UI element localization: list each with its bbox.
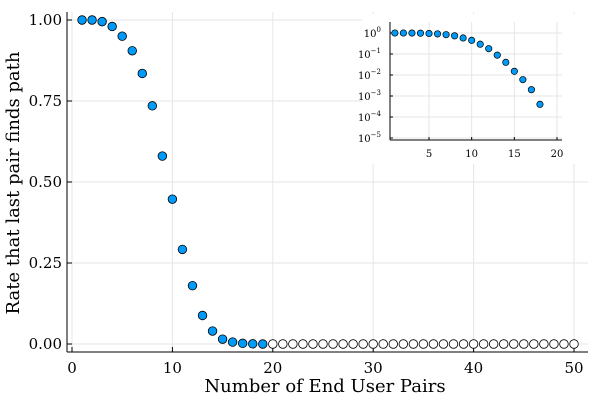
main-x-tick-label: 10 bbox=[163, 359, 182, 377]
inset-data-point bbox=[468, 36, 476, 44]
main-data-point-hollow bbox=[458, 339, 469, 349]
main-data-point bbox=[107, 21, 117, 32]
main-data-point-hollow bbox=[438, 339, 449, 349]
inset-data-point bbox=[433, 30, 442, 38]
inset-data-point bbox=[527, 86, 535, 94]
inset-x-tick-label: 20 bbox=[551, 149, 564, 160]
inset-data-point bbox=[391, 29, 399, 37]
inset-x-tick-label: 10 bbox=[465, 149, 478, 160]
main-data-point-hollow bbox=[398, 339, 409, 349]
main-data-point bbox=[157, 151, 168, 161]
inset-data-point bbox=[502, 58, 510, 66]
inset-data-point bbox=[493, 51, 501, 59]
main-data-point-hollow bbox=[418, 339, 429, 349]
main-y-tick-label: 0.25 bbox=[29, 254, 62, 272]
inset-y-tick-label: 10−5 bbox=[358, 131, 381, 145]
inset-y-tick-label: 10−2 bbox=[358, 68, 381, 82]
main-data-point bbox=[237, 338, 248, 349]
inset-data-point bbox=[399, 29, 407, 37]
main-data-point-hollow bbox=[378, 339, 388, 349]
main-data-point-hollow bbox=[519, 339, 529, 349]
inset-data-point bbox=[536, 100, 544, 108]
inset-points bbox=[391, 29, 544, 108]
inset-data-point bbox=[408, 29, 416, 37]
main-data-point-hollow bbox=[448, 339, 459, 349]
inset-y-tick-label: 100 bbox=[364, 26, 381, 40]
inset-data-point bbox=[485, 45, 493, 53]
main-data-point bbox=[87, 15, 97, 25]
main-data-point bbox=[248, 339, 258, 349]
main-data-point bbox=[77, 15, 87, 25]
main-data-point-hollow bbox=[478, 339, 489, 349]
main-data-point-hollow bbox=[348, 339, 358, 349]
main-data-point bbox=[97, 16, 107, 27]
main-data-point-hollow bbox=[358, 339, 368, 349]
main-data-point bbox=[187, 280, 198, 291]
main-data-point bbox=[147, 101, 158, 111]
main-data-point-hollow bbox=[288, 339, 298, 349]
main-y-tick-label: 0.00 bbox=[29, 335, 62, 353]
main-data-point bbox=[217, 334, 228, 344]
inset-data-point bbox=[416, 29, 425, 37]
main-data-point-hollow bbox=[499, 339, 509, 349]
main-x-tick-label: 0 bbox=[67, 359, 77, 377]
inset-data-point bbox=[459, 34, 467, 42]
main-data-point-hollow bbox=[368, 339, 378, 349]
main-x-tick-label: 20 bbox=[263, 359, 282, 377]
main-points bbox=[77, 15, 579, 349]
main-data-point-hollow bbox=[539, 339, 549, 349]
main-data-point-hollow bbox=[428, 339, 439, 349]
main-data-point-hollow bbox=[569, 339, 579, 349]
main-data-point-hollow bbox=[328, 339, 338, 349]
inset-data-point bbox=[425, 29, 433, 38]
main-data-point bbox=[177, 244, 188, 255]
main-data-point-hollow bbox=[549, 339, 559, 349]
main-data-point-hollow bbox=[559, 339, 569, 349]
main-y-tick-label: 1.00 bbox=[29, 11, 62, 29]
inset-y-tick-label: 10−3 bbox=[358, 89, 381, 103]
main-data-point-hollow bbox=[318, 339, 328, 349]
main-data-point bbox=[258, 339, 268, 349]
main-data-point-hollow bbox=[468, 339, 479, 349]
main-data-point-hollow bbox=[509, 339, 519, 349]
main-data-point-hollow bbox=[268, 339, 278, 349]
main-data-point-hollow bbox=[529, 339, 539, 349]
main-data-point bbox=[227, 337, 238, 347]
main-data-point-hollow bbox=[488, 339, 499, 349]
main-y-tick-label: 0.50 bbox=[29, 173, 62, 191]
inset-data-point bbox=[451, 32, 459, 40]
main-data-point-hollow bbox=[298, 339, 308, 349]
main-data-point-hollow bbox=[408, 339, 419, 349]
main-data-point bbox=[197, 310, 208, 321]
main-data-point-hollow bbox=[338, 339, 348, 349]
main-data-point bbox=[167, 194, 178, 204]
inset-tick-labels: 5 10 15 20 100 10−1 10−2 10−3 10−4 10−5 bbox=[358, 26, 563, 160]
main-x-tick-label: 40 bbox=[464, 359, 483, 377]
main-data-point bbox=[127, 46, 137, 56]
y-axis-label: Rate that last pair finds path bbox=[3, 51, 24, 314]
inset-x-tick-label: 15 bbox=[508, 149, 521, 160]
inset-plot: 5 10 15 20 100 10−1 10−2 10−3 10−4 10−5 bbox=[358, 14, 590, 164]
inset-data-point bbox=[519, 76, 527, 84]
main-data-point-hollow bbox=[278, 339, 288, 349]
inset-data-point bbox=[510, 67, 518, 75]
inset-data-point bbox=[442, 31, 450, 39]
main-x-tick-label: 50 bbox=[564, 359, 583, 377]
main-y-tick-label: 0.75 bbox=[29, 92, 62, 110]
main-tick-labels: 0 10 20 30 40 50 0.00 0.25 0.50 0.75 1.00 bbox=[29, 11, 584, 377]
inset-y-tick-label: 10−4 bbox=[358, 110, 382, 124]
inset-x-tick-label: 5 bbox=[426, 149, 432, 160]
main-x-tick-label: 30 bbox=[364, 359, 383, 377]
main-data-point-hollow bbox=[308, 339, 318, 349]
inset-data-point bbox=[476, 40, 484, 48]
inset-background bbox=[362, 14, 590, 164]
main-data-point bbox=[207, 326, 218, 336]
inset-y-tick-label: 10−1 bbox=[358, 47, 381, 61]
main-data-point bbox=[117, 31, 127, 41]
main-data-point-hollow bbox=[388, 339, 398, 349]
inset-axes bbox=[389, 22, 562, 141]
x-axis-label: Number of End User Pairs bbox=[204, 376, 445, 397]
main-data-point bbox=[137, 68, 147, 79]
